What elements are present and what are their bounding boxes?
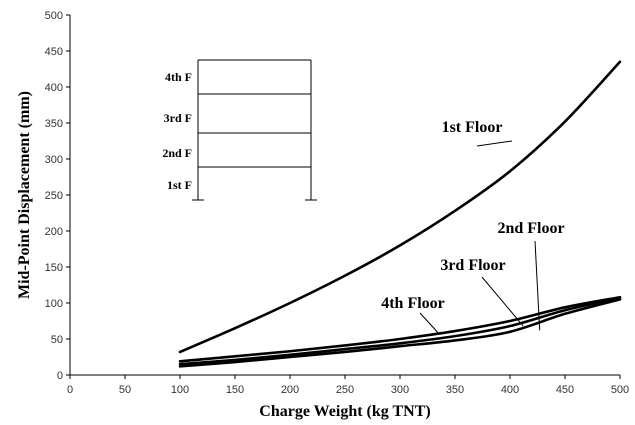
series-annotation-label: 4th Floor bbox=[381, 295, 445, 312]
annotation-leader bbox=[476, 140, 513, 147]
x-tick-label: 250 bbox=[336, 384, 354, 396]
series-annotations: 1st Floor 2nd Floor 3rd Floor 4th Floor bbox=[381, 119, 565, 334]
y-tick-label: 0 bbox=[57, 370, 63, 382]
y-tick-label: 350 bbox=[45, 118, 63, 130]
x-axis-title: Charge Weight (kg TNT) bbox=[259, 403, 430, 420]
y-tick-label: 400 bbox=[45, 82, 63, 94]
y-tick-label: 500 bbox=[45, 10, 63, 22]
series-annotation-label: 3rd Floor bbox=[440, 257, 505, 274]
x-ticks: 0 50 100 150 200 250 300 350 400 450 500 bbox=[67, 375, 629, 396]
y-tick-label: 150 bbox=[45, 262, 63, 274]
x-tick-label: 500 bbox=[611, 384, 629, 396]
series-line-2 bbox=[178, 298, 622, 368]
y-tick-label: 450 bbox=[45, 46, 63, 58]
series-annotation-label: 2nd Floor bbox=[497, 220, 564, 237]
series-line-1 bbox=[178, 60, 622, 354]
x-tick-label: 150 bbox=[226, 384, 244, 396]
series-line-4 bbox=[178, 295, 622, 363]
series-annotation-label: 1st Floor bbox=[442, 119, 503, 136]
annotation-leader bbox=[419, 312, 439, 334]
y-tick-label: 100 bbox=[45, 298, 63, 310]
x-tick-label: 450 bbox=[556, 384, 574, 396]
x-tick-label: 300 bbox=[391, 384, 409, 396]
y-tick-label: 250 bbox=[45, 190, 63, 202]
annotation-leader bbox=[481, 276, 524, 327]
inset-floor-label: 4th F bbox=[165, 70, 192, 84]
annotation-leader bbox=[534, 240, 541, 331]
inset-floor-label: 3rd F bbox=[164, 111, 192, 125]
x-tick-label: 100 bbox=[171, 384, 189, 396]
plot-area: 0 50 100 150 200 250 300 350 400 450 500 0 50 100 150… bbox=[45, 10, 630, 396]
x-tick-label: 350 bbox=[446, 384, 464, 396]
y-tick-label: 200 bbox=[45, 226, 63, 238]
series-lines bbox=[178, 60, 622, 368]
y-tick-label: 300 bbox=[45, 154, 63, 166]
series-line-3 bbox=[178, 296, 622, 366]
y-tick-label: 50 bbox=[51, 334, 63, 346]
building-inset: 4th F 3rd F 2nd F 1st F bbox=[162, 59, 317, 201]
x-tick-label: 50 bbox=[119, 384, 131, 396]
inset-floor-label: 1st F bbox=[167, 178, 192, 192]
x-tick-label: 0 bbox=[67, 384, 73, 396]
y-axis-title: Mid-Point Displacement (mm) bbox=[16, 91, 33, 299]
x-tick-label: 200 bbox=[281, 384, 299, 396]
x-tick-label: 400 bbox=[501, 384, 519, 396]
y-ticks: 0 50 100 150 200 250 300 350 400 450 500 bbox=[45, 10, 70, 382]
inset-floor-label: 2nd F bbox=[162, 146, 192, 160]
